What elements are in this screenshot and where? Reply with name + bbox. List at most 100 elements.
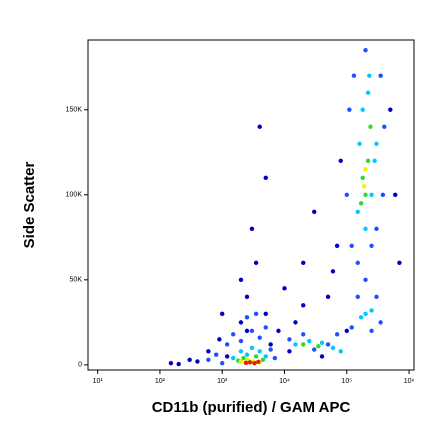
event-point [244,352,250,357]
event-point [287,337,292,342]
event-point [358,201,364,206]
y-axis-label: Side Scatter [21,161,38,248]
event-point [268,342,273,347]
event-point [355,209,360,215]
event-point [357,141,362,146]
event-point [360,107,365,112]
event-point [363,48,368,53]
event-point [393,192,398,197]
event-point [382,124,387,129]
event-point [361,184,367,189]
event-point [363,311,368,317]
event-point [293,342,298,347]
event-point [249,328,255,334]
event-point [349,325,354,330]
event-point [374,141,379,146]
plot-frame [87,39,415,371]
event-point [206,349,211,354]
event-point [206,357,211,362]
event-point [363,277,368,283]
event-point [224,342,230,347]
event-point [238,349,244,354]
event-point [349,243,354,249]
event-point [187,357,192,362]
event-point [380,192,386,197]
event-point [301,260,306,266]
event-point [244,315,250,320]
event-point [257,124,262,129]
event-point [301,342,306,347]
y-tick-label: 150K [66,107,83,114]
event-point [238,277,244,283]
event-point [263,354,268,359]
event-point [268,347,273,352]
event-point [217,337,222,342]
event-point [252,360,257,366]
event-point [257,335,262,340]
event-point [369,328,374,334]
event-point [374,294,379,300]
event-point [330,345,336,351]
event-point [330,269,336,274]
event-point [253,311,259,317]
event-point [374,226,379,232]
event-point [230,355,236,361]
event-point [369,192,374,197]
x-tick-label: 10⁵ [341,378,352,385]
y-tick-label: 100K [66,192,83,199]
event-point [263,325,268,330]
event-point [238,320,244,325]
event-point [230,332,236,337]
event-point [249,345,255,351]
event-point [312,209,317,215]
event-point [378,320,383,325]
event-point [238,359,244,364]
event-point [238,338,244,344]
event-point [365,90,371,95]
event-point [213,352,219,357]
event-point [388,107,393,112]
event-point [369,308,374,313]
x-tick-label: 10³ [217,378,228,385]
event-point [344,192,349,197]
event-point [257,349,262,354]
event-point [260,357,266,362]
x-tick-label: 10² [155,378,166,385]
event-point [397,260,402,266]
event-point [367,73,372,78]
event-point [319,340,325,345]
event-point [195,359,200,364]
event-point [369,243,374,249]
event-point [287,349,292,354]
event-point [363,226,368,232]
event-point [360,175,365,180]
y-tick-label: 0 [78,362,82,369]
event-point [365,158,371,163]
event-point [372,158,377,163]
event-point [243,360,249,366]
event-point [244,328,250,334]
event-point [256,359,261,365]
event-point [325,294,331,300]
event-point [301,303,306,308]
event-point [247,360,253,365]
y-tick-label: 50K [70,277,83,284]
event-point [307,338,312,344]
event-point [241,355,246,361]
event-point [347,107,352,112]
event-point [253,354,259,359]
event-point [224,354,230,359]
event-point [272,355,278,361]
event-point [253,260,259,266]
event-point [176,361,181,367]
event-point [316,343,321,349]
event-point [244,294,250,300]
event-point [276,328,281,334]
x-tick-label: 10¹ [93,378,104,385]
event-point [249,226,255,232]
x-tick-label: 10⁶ [404,378,415,385]
x-axis-label: CD11b (purified) / GAM APC [152,399,351,416]
event-point [282,286,287,291]
event-point [344,328,349,334]
